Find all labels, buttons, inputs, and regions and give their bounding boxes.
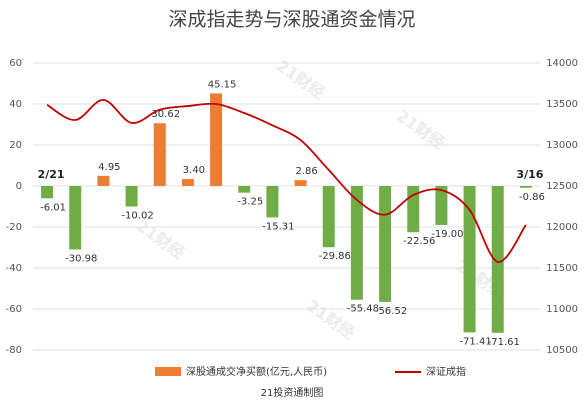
y-tick-label: 0: [16, 181, 22, 192]
watermark: 21财经: [133, 216, 188, 263]
value-label: -30.98: [65, 254, 97, 265]
bar: [69, 186, 82, 250]
y-tick-label: -40: [6, 263, 22, 274]
value-label: -71.41: [459, 336, 491, 347]
bar: [435, 186, 448, 225]
y-tick-label: -80: [6, 345, 22, 356]
y-tick-label: -20: [6, 222, 22, 233]
y2-tick-label: 13500: [546, 99, 578, 110]
legend-label: 深证成指: [426, 365, 466, 378]
y2-tick-label: 11500: [546, 263, 578, 274]
watermark: 21财经: [393, 106, 448, 153]
value-label: -6.01: [40, 202, 66, 213]
bar: [379, 186, 392, 302]
value-label: -10.02: [121, 211, 153, 222]
bar: [41, 186, 54, 199]
bar: [97, 175, 110, 186]
bar: [463, 186, 476, 333]
bar: [322, 186, 335, 248]
bar: [153, 123, 166, 186]
value-label: -56.52: [375, 306, 407, 317]
bar: [125, 186, 138, 207]
value-label: -22.56: [403, 236, 435, 247]
value-label: -55.48: [347, 304, 379, 315]
value-label: 45.15: [208, 79, 237, 90]
legend-swatch: [155, 367, 181, 376]
y-tick-label: 20: [9, 140, 22, 151]
x-tick-label: 3/16: [516, 168, 543, 181]
y-tick-label: 60: [9, 58, 22, 69]
value-label: 4.95: [98, 162, 120, 173]
value-label: -71.61: [488, 337, 520, 348]
value-label: -15.31: [262, 221, 294, 232]
y2-tick-label: 11000: [546, 304, 578, 315]
y2-tick-label: 12500: [546, 181, 578, 192]
value-label: -3.25: [237, 197, 263, 208]
bar: [294, 180, 307, 186]
value-label: 2.86: [295, 166, 317, 177]
legend-label: 深股通成交净买额(亿元,人民币): [186, 365, 327, 378]
y2-tick-label: 14000: [546, 58, 578, 69]
bar: [266, 186, 279, 218]
bar: [491, 186, 504, 333]
footer: 21投资通制图: [261, 386, 324, 399]
bar: [210, 93, 223, 186]
value-label: -19.00: [431, 229, 463, 240]
bar: [519, 186, 532, 188]
y2-tick-label: 12000: [546, 222, 578, 233]
y-tick-label: -60: [6, 304, 22, 315]
bar: [350, 186, 363, 300]
chart-title: 深成指走势与深股通资金情况: [168, 9, 415, 31]
bar: [181, 179, 194, 186]
y-tick-label: 40: [9, 99, 22, 110]
x-tick-label: 2/21: [38, 168, 65, 181]
value-label: 30.62: [151, 109, 180, 120]
index-line: [46, 98, 527, 263]
value-label: -0.86: [519, 192, 545, 203]
y2-tick-label: 10500: [546, 345, 578, 356]
value-label: -29.86: [319, 251, 351, 262]
value-label: 3.40: [183, 165, 205, 176]
y2-tick-label: 13000: [546, 140, 578, 151]
bar: [238, 186, 251, 193]
